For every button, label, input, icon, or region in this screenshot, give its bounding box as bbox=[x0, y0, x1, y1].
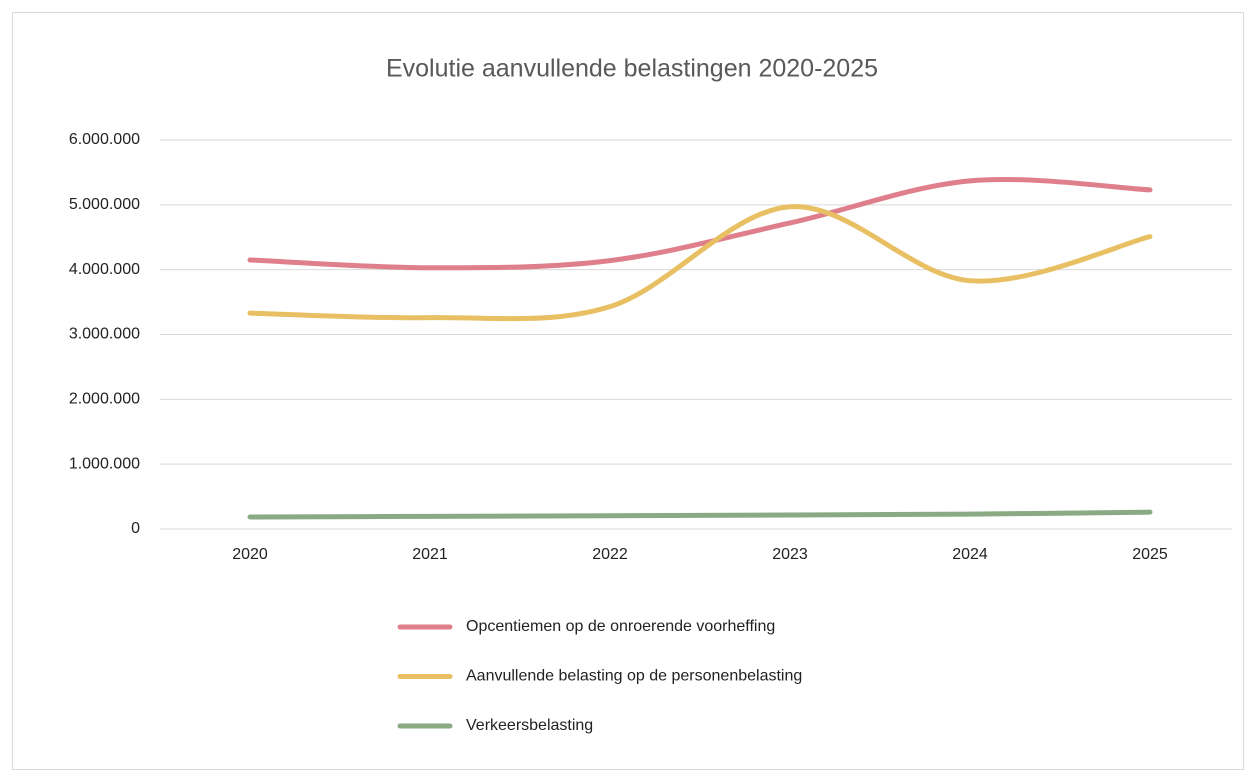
x-tick-label: 2020 bbox=[232, 546, 268, 563]
y-tick-label: 1.000.000 bbox=[69, 455, 140, 472]
series-line bbox=[247, 177, 1153, 271]
x-tick-label: 2023 bbox=[772, 546, 808, 563]
y-tick-label: 5.000.000 bbox=[69, 196, 140, 213]
x-tick-label: 2022 bbox=[592, 546, 628, 563]
legend-label: Opcentiemen op de onroerende voorheffing bbox=[466, 618, 775, 635]
series-line bbox=[247, 204, 1153, 322]
x-tick-label: 2024 bbox=[952, 546, 988, 563]
x-tick-label: 2025 bbox=[1132, 546, 1168, 563]
chart-title: Evolutie aanvullende belastingen 2020-20… bbox=[386, 55, 878, 83]
y-tick-label: 6.000.000 bbox=[69, 131, 140, 148]
series-line bbox=[247, 509, 1153, 520]
y-tick-label: 2.000.000 bbox=[69, 391, 140, 408]
y-tick-label: 0 bbox=[131, 520, 140, 537]
legend-label: Aanvullende belasting op de personenbela… bbox=[466, 668, 802, 685]
y-tick-label: 4.000.000 bbox=[69, 261, 140, 278]
x-tick-label: 2021 bbox=[412, 546, 448, 563]
y-tick-label: 3.000.000 bbox=[69, 326, 140, 343]
legend-label: Verkeersbelasting bbox=[466, 717, 593, 734]
chart-frame bbox=[12, 12, 1244, 770]
